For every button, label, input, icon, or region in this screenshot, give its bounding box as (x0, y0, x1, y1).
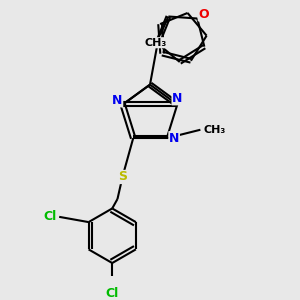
Text: CH₃: CH₃ (145, 38, 167, 48)
Text: CH₃: CH₃ (204, 125, 226, 135)
Text: N: N (172, 92, 182, 105)
Text: S: S (118, 170, 127, 184)
Text: Cl: Cl (106, 287, 119, 300)
Text: O: O (198, 8, 209, 21)
Text: Cl: Cl (43, 210, 56, 224)
Text: N: N (112, 94, 123, 107)
Text: N: N (169, 132, 179, 145)
